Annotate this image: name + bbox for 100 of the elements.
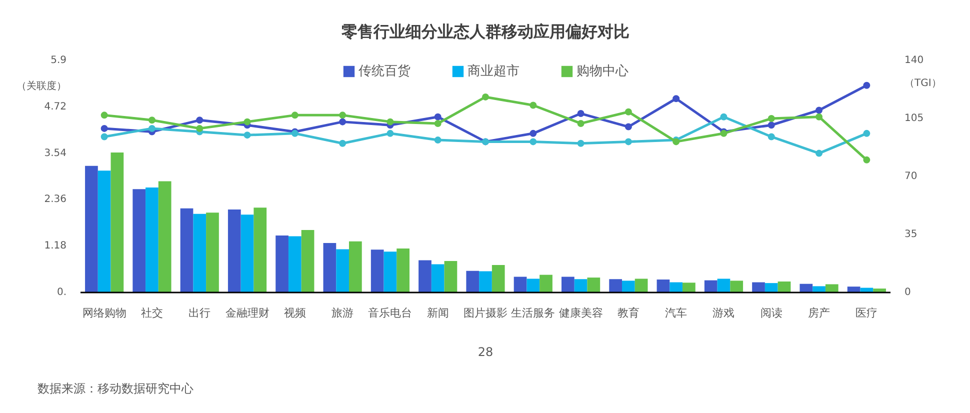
- point: [624, 108, 632, 116]
- bar: [228, 210, 241, 292]
- y-tick-label: 4.72: [44, 101, 66, 112]
- bar: [396, 248, 410, 292]
- y2-tick-label: 140: [904, 55, 924, 66]
- x-tick-label: 音乐电台: [368, 306, 412, 320]
- legend-label: 商业超市: [468, 63, 520, 80]
- point: [386, 118, 394, 126]
- y-tick-label: 2.36: [44, 194, 66, 206]
- bar: [622, 280, 635, 292]
- bar: [206, 212, 219, 292]
- bar: [514, 276, 527, 292]
- bar: [336, 249, 349, 292]
- point: [434, 136, 442, 144]
- x-tick-label: 生活服务: [511, 306, 556, 320]
- point: [339, 112, 346, 119]
- bar: [778, 281, 791, 292]
- bar: [873, 288, 886, 292]
- point: [434, 113, 442, 120]
- point: [482, 93, 489, 100]
- x-tick-label: 新闻: [426, 306, 449, 320]
- bar: [656, 280, 670, 292]
- bar: [717, 278, 730, 292]
- bar: [193, 214, 206, 292]
- y-tick-label: 1.18: [44, 240, 66, 252]
- point: [339, 118, 346, 126]
- point: [816, 150, 823, 157]
- point: [291, 112, 298, 119]
- x-tick-label: 阅读: [760, 306, 782, 320]
- bar: [670, 282, 683, 292]
- source-note: 数据来源：移动数据研究中心: [38, 382, 194, 396]
- bar: [634, 278, 648, 292]
- x-tick-label: 旅游: [332, 306, 354, 320]
- bar: [348, 241, 362, 292]
- point: [196, 116, 204, 124]
- x-tick-label: 游戏: [712, 306, 735, 320]
- bar: [492, 264, 505, 292]
- bar: [587, 278, 600, 292]
- point: [148, 116, 156, 124]
- y2-tick-label: 70: [904, 171, 918, 182]
- bar: [444, 261, 458, 292]
- bar: [825, 284, 838, 292]
- point: [816, 106, 823, 114]
- y2-tick-label: 105: [904, 113, 924, 124]
- x-tick-label: 图片摄影: [464, 306, 508, 320]
- bar: [110, 152, 124, 292]
- bar: [431, 264, 444, 292]
- point: [863, 156, 870, 164]
- bar: [466, 270, 480, 292]
- bar: [418, 260, 432, 292]
- point: [386, 130, 394, 137]
- x-tick-label: 房产: [808, 306, 830, 320]
- point: [530, 138, 537, 146]
- bar: [682, 282, 696, 292]
- point: [768, 133, 775, 140]
- bar: [132, 189, 146, 292]
- bar: [812, 286, 826, 292]
- x-tick-label: 医疗: [856, 306, 878, 320]
- x-tick-label: 健康美容: [558, 306, 603, 320]
- point: [530, 102, 537, 109]
- bar: [526, 278, 540, 292]
- bar: [730, 280, 744, 292]
- point: [577, 110, 584, 118]
- bar: [609, 279, 622, 292]
- point: [577, 140, 584, 147]
- bar: [384, 252, 397, 292]
- bar: [288, 236, 302, 292]
- point: [672, 95, 680, 102]
- point: [100, 124, 108, 132]
- point: [434, 120, 442, 127]
- bar: [85, 166, 98, 292]
- y-axis-title: （关联度）: [16, 80, 66, 92]
- y-tick-label: 3.54: [44, 148, 66, 159]
- y2-tick-label: 35: [904, 229, 918, 240]
- bar: [254, 208, 267, 292]
- bar: [752, 282, 765, 292]
- bar: [847, 286, 860, 292]
- bar: [180, 208, 194, 292]
- bar: [146, 188, 158, 292]
- bar: [370, 250, 384, 292]
- point: [768, 115, 775, 122]
- legend-label: 传统百货: [358, 63, 410, 80]
- bar: [479, 271, 492, 292]
- x-tick-label: 社交: [140, 306, 163, 320]
- y-tick-label: 0.: [56, 287, 67, 298]
- legend-label: 购物中心: [576, 63, 628, 80]
- x-tick-label: 金融理财: [225, 306, 270, 320]
- bar: [574, 279, 588, 292]
- point: [100, 112, 108, 119]
- bar: [158, 181, 172, 292]
- point: [196, 124, 204, 132]
- point: [339, 140, 346, 147]
- x-tick-label: 教育: [617, 306, 640, 320]
- point: [148, 124, 156, 132]
- y2-axis-title: （TGI）: [904, 78, 942, 90]
- bar: [540, 274, 552, 292]
- bar: [323, 242, 336, 292]
- point: [624, 123, 632, 130]
- point: [624, 138, 632, 146]
- x-tick-label: 网络购物: [82, 306, 126, 320]
